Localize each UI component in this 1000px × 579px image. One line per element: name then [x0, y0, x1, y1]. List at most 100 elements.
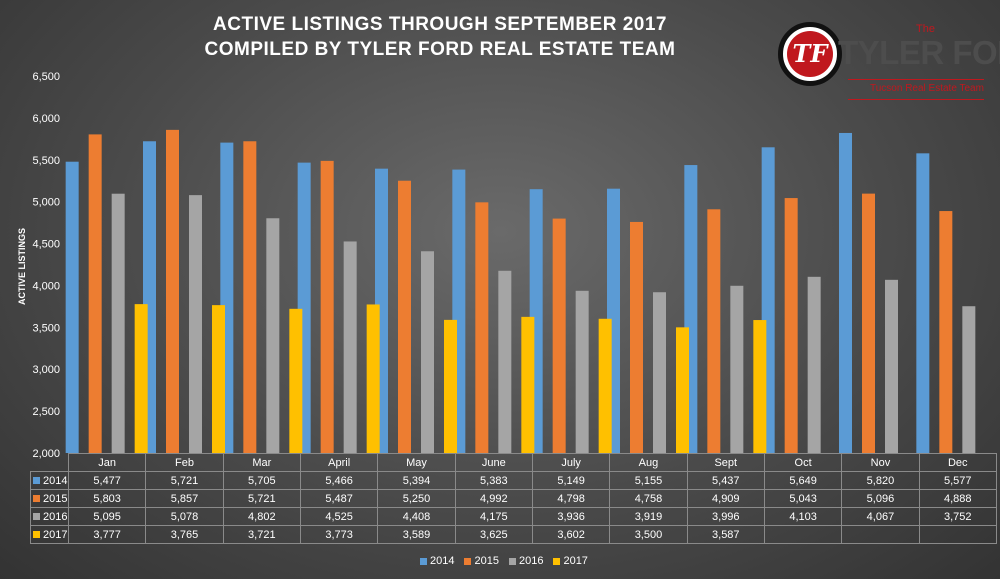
bar-2015-april: [320, 160, 334, 453]
y-tick-label: 2,500: [32, 406, 60, 418]
logo-name-text: TYLER FORD: [838, 34, 1000, 71]
y-tick-label: 3,500: [32, 322, 60, 334]
bar-2016-july: [575, 290, 589, 453]
table-cell: 5,149: [531, 471, 611, 490]
table-row: 2014 5,477 5,721 5,705 5,466 5,394 5,383 5,149 5…: [30, 471, 997, 490]
bar-2017-jan: [134, 304, 148, 453]
table-row: 2017 3,777 3,765 3,721 3,773 3,589 3,625 3,602 3…: [30, 525, 997, 544]
table-series-label: 2015: [30, 489, 69, 508]
bar-2016-dec: [962, 306, 976, 453]
table-cell: 3,752: [918, 507, 997, 526]
table-cell: 5,820: [841, 471, 920, 490]
chart-title-line-2: COMPILED BY TYLER FORD REAL ESTATE TEAM: [204, 39, 676, 60]
table-cell: 5,096: [841, 489, 920, 508]
bar-2016-mar: [266, 218, 280, 453]
table-series-label: 2014: [30, 471, 69, 490]
tf-logo-mark: TF: [778, 22, 842, 86]
table-cell: [918, 525, 997, 544]
table-cell: 3,602: [531, 525, 611, 544]
y-axis-ticks: 2,000 2,500 3,000 3,500 4,000 4,500 5,000 5,500…: [32, 71, 60, 460]
table-cell: 4,798: [531, 489, 611, 508]
table-cell: 5,250: [377, 489, 456, 508]
y-tick-label: 5,000: [32, 197, 60, 209]
bar-2015-feb: [166, 129, 179, 453]
table-cell: 3,587: [686, 525, 765, 544]
logo-divider-bottom: [848, 99, 984, 100]
bar-2016-june: [498, 270, 512, 453]
bar-2016-nov: [885, 279, 898, 453]
y-tick-label: 6,000: [32, 113, 60, 125]
table-cell: 3,777: [67, 525, 147, 544]
legend-item-2016: 2016: [508, 555, 543, 567]
table-cell: 4,525: [299, 507, 379, 526]
y-tick-label: 4,500: [32, 239, 60, 251]
bar-2015-aug: [630, 221, 643, 453]
table-cell: 5,043: [763, 489, 843, 508]
legend-swatch: [420, 557, 427, 565]
bar-series: [65, 129, 976, 454]
x-category-label: Jan: [67, 453, 147, 472]
series-name: 2015: [43, 492, 68, 505]
chart-title-line-1: ACTIVE LISTINGS THROUGH SEPTEMBER 2017: [213, 14, 667, 35]
table-cell: 5,394: [377, 471, 456, 490]
bar-2015-mar: [243, 141, 257, 454]
table-cell: 5,705: [222, 471, 301, 490]
table-cell: 3,996: [686, 507, 765, 526]
table-cell: 4,758: [609, 489, 688, 508]
bar-2017-mar: [289, 308, 303, 453]
bar-2015-jan: [88, 134, 102, 453]
series-name: 2014: [43, 474, 68, 487]
bar-2016-april: [343, 241, 357, 453]
legend-swatch: [464, 557, 472, 565]
series-swatch: [33, 531, 40, 539]
series-swatch: [33, 513, 40, 521]
x-category-label: Mar: [222, 453, 301, 472]
bar-2014-jan: [65, 161, 79, 454]
bar-2015-june: [475, 202, 489, 453]
x-category-label: Nov: [841, 453, 920, 472]
bar-2017-sept: [753, 320, 767, 453]
legend-label: 2014: [430, 555, 455, 567]
x-category-label: April: [299, 453, 379, 472]
legend-item-2014: 2014: [420, 555, 454, 567]
bar-2014-nov: [839, 132, 852, 454]
bar-2016-oct: [807, 276, 821, 453]
table-cell: 5,649: [763, 471, 843, 490]
logo-the-text: The: [916, 23, 935, 35]
legend-item-2015: 2015: [464, 555, 499, 567]
table-cell: 5,857: [145, 489, 224, 508]
table-cell: 5,095: [67, 507, 147, 526]
legend-label: 2015: [474, 555, 499, 567]
bar-2016-aug: [653, 292, 666, 453]
y-tick-label: 3,000: [32, 364, 60, 376]
bar-2017-june: [521, 316, 535, 453]
table-cell: 5,803: [67, 489, 147, 508]
table-cell: 4,802: [222, 507, 301, 526]
legend-swatch: [508, 557, 516, 565]
table-cell: 4,103: [763, 507, 843, 526]
table-cell: 5,155: [609, 471, 688, 490]
bar-2015-sept: [707, 209, 721, 453]
legend-label: 2017: [563, 555, 588, 567]
table-cell: 5,721: [145, 471, 224, 490]
legend-item-2017: 2017: [553, 555, 588, 567]
tyler-ford-logo: TF The TYLER FORD Tucson Real Estate Tea…: [778, 22, 1000, 112]
table-cell: [841, 525, 920, 544]
bar-2016-jan: [111, 193, 125, 454]
chart-title: ACTIVE LISTINGS THROUGH SEPTEMBER 2017 C…: [120, 12, 760, 62]
table-cell: 3,919: [609, 507, 688, 526]
table-cell: 3,625: [454, 525, 533, 544]
bar-2015-nov: [862, 193, 875, 453]
bar-2017-aug: [676, 327, 689, 453]
x-category-label: Feb: [145, 453, 224, 472]
series-name: 2017: [43, 528, 68, 541]
table-cell: 3,773: [299, 525, 379, 544]
bar-2015-july: [552, 218, 566, 453]
table-cell: 5,477: [67, 471, 147, 490]
table-cell: 5,487: [299, 489, 379, 508]
table-cell: 3,765: [145, 525, 224, 544]
bar-2016-may: [421, 251, 434, 453]
x-category-label: Aug: [609, 453, 688, 472]
y-tick-label: 2,000: [32, 448, 60, 460]
